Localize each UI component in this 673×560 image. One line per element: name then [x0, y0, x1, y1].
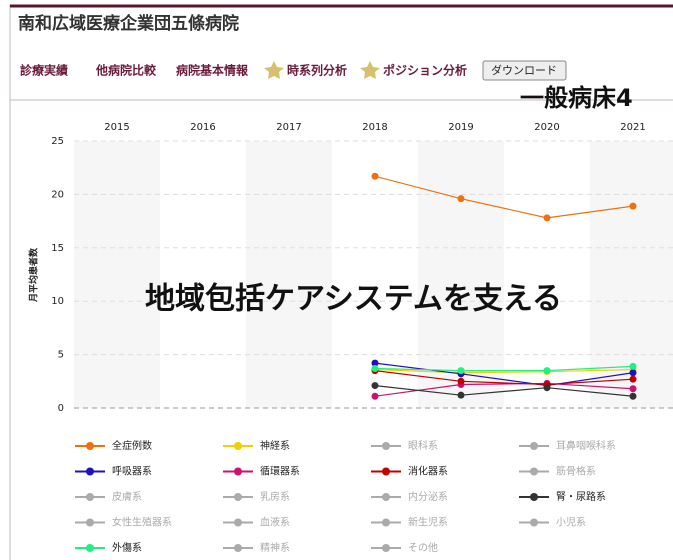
legend-dot: [382, 442, 390, 450]
data-point: [629, 362, 637, 370]
legend-label[interactable]: 血液系: [260, 516, 290, 529]
legend-dot: [382, 493, 390, 501]
column-band: [246, 141, 332, 408]
x-tick-label: 2017: [276, 122, 301, 133]
nav-link[interactable]: 診療実績: [20, 63, 68, 78]
legend-dot: [234, 518, 242, 527]
legend-label[interactable]: 神経系: [260, 439, 290, 452]
header-box: [9, 4, 673, 101]
legend-label[interactable]: 小児系: [556, 517, 586, 529]
data-point: [543, 214, 551, 222]
legend-label[interactable]: 筋骨格系: [556, 465, 596, 478]
legend-dot: [530, 493, 538, 501]
icon: [264, 61, 284, 79]
y-tick-label: 0: [58, 403, 64, 414]
icon: [360, 61, 380, 79]
download-label[interactable]: ダウンロード: [491, 63, 557, 77]
overlay-text: 地域包括ケアシステムを支える: [145, 282, 562, 317]
download-button[interactable]: [482, 60, 567, 81]
legend-label[interactable]: 精神系: [260, 541, 290, 554]
data-point: [457, 391, 465, 399]
legend-label[interactable]: 乳房系: [260, 490, 290, 503]
y-axis-label: 月平均患者数: [28, 247, 40, 303]
data-point: [629, 202, 637, 210]
x-tick-label: 2015: [104, 122, 129, 133]
legend-dot: [86, 442, 94, 450]
data-point: [371, 359, 379, 367]
x-tick-label: 2021: [620, 122, 645, 133]
y-tick-label: 15: [51, 243, 64, 254]
data-point: [629, 369, 637, 377]
legend-label[interactable]: 眼科系: [408, 439, 438, 452]
data-point: [371, 364, 379, 372]
legend-dot: [382, 467, 390, 476]
data-point: [629, 392, 637, 400]
y-tick-label: 10: [51, 296, 64, 307]
x-tick-label: 2016: [190, 122, 215, 133]
series-line: [374, 370, 634, 386]
overlay-text: 一般病床4: [520, 84, 633, 112]
series-line: [374, 368, 634, 374]
legend-dot: [234, 442, 242, 450]
data-point: [457, 195, 465, 203]
legend-dot: [382, 544, 390, 552]
data-point: [543, 384, 551, 392]
hospital-title: 南和広域医療企業団五條病院: [18, 13, 239, 34]
legend-label[interactable]: 新生児系: [408, 516, 448, 529]
legend-dot: [530, 518, 538, 527]
legend-dot: [86, 544, 94, 552]
nav-link[interactable]: 他病院比較: [95, 63, 157, 78]
data-point: [457, 377, 465, 385]
x-tick-label: 2018: [362, 122, 387, 133]
legend-label[interactable]: 外傷系: [112, 541, 142, 554]
series-line: [374, 175, 634, 219]
legend-label[interactable]: その他: [408, 541, 438, 554]
y-tick-label: 25: [51, 136, 64, 147]
data-point: [371, 172, 379, 180]
legend-dot: [382, 518, 390, 527]
data-point: [457, 367, 465, 375]
legend-dot: [234, 493, 242, 501]
series-line: [374, 384, 634, 397]
legend-label[interactable]: 全症例数: [112, 439, 152, 452]
series-line: [374, 365, 634, 372]
legend-dot: [234, 467, 242, 476]
legend-label[interactable]: 循環器系: [260, 465, 300, 478]
legend-dot: [86, 493, 94, 501]
legend-label[interactable]: 消化器系: [408, 465, 448, 478]
nav-link[interactable]: 時系列分析: [287, 63, 347, 78]
y-tick-label: 5: [58, 350, 64, 361]
legend-dot: [234, 544, 242, 552]
legend-label[interactable]: 耳鼻咽喉科系: [556, 439, 616, 452]
data-point: [371, 392, 379, 400]
data-point: [371, 382, 379, 390]
nav-link[interactable]: 病院基本情報: [176, 63, 249, 78]
chart: 2015 2016 2017 2018 2019 2020 2021 0 5 10 15 20 25 月平…: [28, 122, 673, 554]
series-line: [374, 362, 634, 387]
legend-label[interactable]: 皮膚系: [112, 490, 142, 503]
legend-dot: [86, 467, 94, 476]
x-tick-label: 2020: [534, 122, 559, 133]
column-band: [74, 141, 160, 408]
legend-dot: [530, 467, 538, 476]
y-tick-label: 20: [51, 189, 64, 200]
legend-dot: [530, 442, 538, 450]
legend-label[interactable]: 腎・尿路系: [556, 490, 606, 503]
legend-label[interactable]: 呼吸器系: [112, 466, 152, 478]
data-point: [629, 385, 637, 393]
x-tick-label: 2019: [448, 122, 473, 133]
data-point: [543, 367, 551, 375]
legend-label[interactable]: 内分泌系: [408, 490, 448, 503]
legend-dot: [86, 518, 94, 527]
column-band: [418, 141, 504, 408]
data-point: [629, 375, 637, 383]
nav-link[interactable]: ポジション分析: [383, 63, 467, 78]
legend-label[interactable]: 女性生殖器系: [112, 516, 172, 529]
